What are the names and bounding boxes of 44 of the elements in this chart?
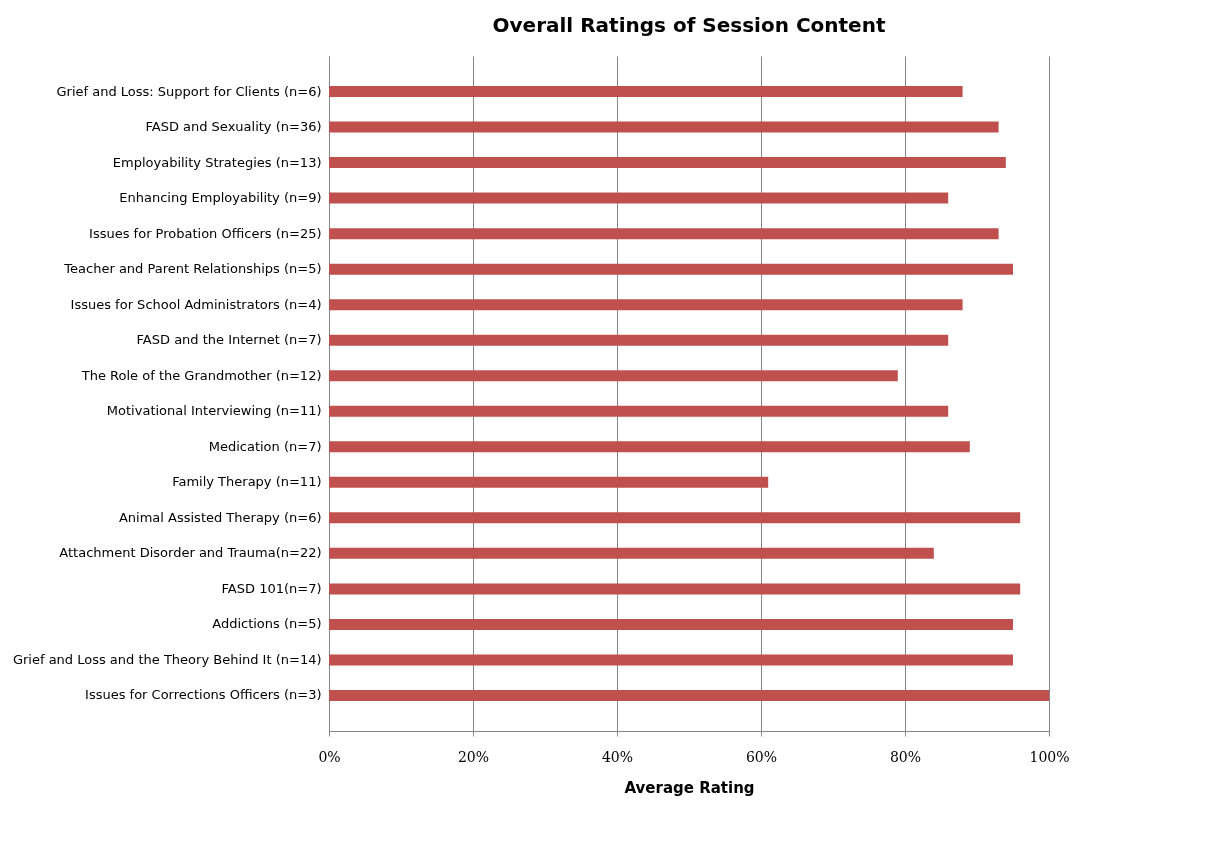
- bar: [329, 192, 949, 204]
- y-tick-label: Employability Strategies (n=13): [112, 154, 322, 170]
- y-tick-label: The Role of the Grandmother (n=12): [80, 367, 322, 383]
- y-tick-label: Teacher and Parent Relationships (n=5): [63, 261, 322, 277]
- x-tick-label: 20%: [457, 748, 490, 765]
- bar: [329, 405, 949, 417]
- y-tick-label: Grief and Loss and the Theory Behind It (n=14): [12, 651, 322, 667]
- y-tick-label: Issues for School Administrators (n=4): [70, 296, 322, 312]
- bar: [329, 476, 769, 488]
- x-tick-label: 0%: [318, 748, 341, 765]
- bar: [329, 441, 970, 453]
- y-tick-label: Issues for Corrections Officers (n=3): [85, 687, 322, 703]
- bar: [329, 228, 999, 240]
- y-tick-label: Medication (n=7): [208, 438, 322, 454]
- y-tick-label: Grief and Loss: Support for Clients (n=6): [56, 83, 322, 99]
- y-tick-label: Animal Assisted Therapy (n=6): [118, 509, 322, 525]
- y-tick-label: Motivational Interviewing (n=11): [106, 403, 322, 419]
- bar: [329, 654, 1013, 666]
- y-tick-label: FASD and the Internet (n=7): [136, 332, 322, 348]
- bar: [329, 121, 999, 133]
- bar: [329, 583, 1021, 595]
- bar: [329, 512, 1021, 524]
- bar: [329, 689, 1049, 701]
- y-tick-label: FASD and Sexuality (n=36): [145, 119, 322, 135]
- bar: [329, 370, 898, 382]
- x-tick-label: 40%: [601, 748, 634, 765]
- y-tick-label: Issues for Probation Officers (n=25): [89, 225, 322, 241]
- bar: [329, 299, 963, 311]
- bar: [329, 157, 1006, 169]
- bar: [329, 547, 934, 559]
- bar: [329, 263, 1013, 275]
- y-tick-label: Attachment Disorder and Trauma(n=22): [59, 545, 322, 561]
- x-tick-label: 100%: [1029, 748, 1070, 765]
- bar: [329, 86, 963, 98]
- x-tick-label: 60%: [745, 748, 778, 765]
- y-tick-label: Family Therapy (n=11): [172, 474, 322, 490]
- bar: [329, 334, 949, 346]
- y-tick-label: Addictions (n=5): [212, 616, 322, 632]
- x-axis-title: Average Rating: [624, 778, 755, 797]
- x-tick-label: 80%: [889, 748, 922, 765]
- y-tick-label: FASD 101(n=7): [221, 580, 322, 596]
- chart-title: Overall Ratings of Session Content: [492, 13, 886, 37]
- bar: [329, 618, 1013, 630]
- y-tick-label: Enhancing Employability (n=9): [119, 190, 322, 206]
